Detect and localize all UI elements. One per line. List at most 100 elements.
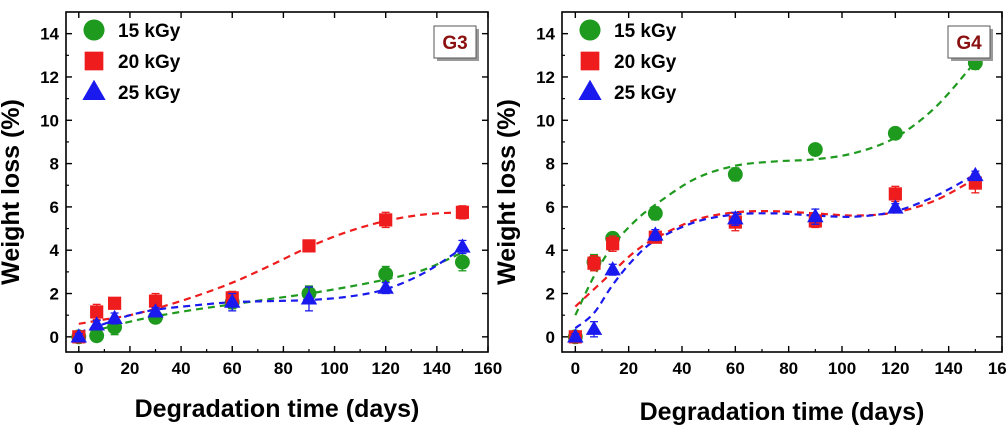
y-tick-label: 12 xyxy=(536,68,555,87)
data-point-15-kgy xyxy=(454,254,470,270)
y-tick-label: 6 xyxy=(50,198,59,217)
x-tick-label: 0 xyxy=(571,359,580,378)
data-point-15-kgy xyxy=(727,166,743,182)
y-tick-label: 0 xyxy=(50,328,59,347)
y-tick-label: 2 xyxy=(546,285,555,304)
y-tick-label: 12 xyxy=(40,68,59,87)
x-axis: 0 20 40 60 80 100 120 140 160 xyxy=(571,12,1006,378)
data-point-25-kgy xyxy=(585,320,603,335)
x-tick-label: 140 xyxy=(934,359,962,378)
series-25-kgy xyxy=(567,166,984,343)
legend: 15 kGy 20 kGy 25 kGy xyxy=(82,19,181,104)
y-tick-label: 14 xyxy=(536,25,555,44)
data-point-25-kgy xyxy=(147,303,164,318)
data-point-15-kgy xyxy=(378,266,394,282)
legend-label-15-kgy: 15 kGy xyxy=(118,21,181,42)
plot-frame xyxy=(561,11,1003,353)
y-tick-label: 4 xyxy=(50,241,60,260)
data-point-25-kgy xyxy=(377,279,394,294)
fit-curve-15-kgy xyxy=(78,251,463,336)
data-point-20-kgy xyxy=(888,187,902,201)
data-point-20-kgy xyxy=(587,256,601,270)
x-tick-label: 160 xyxy=(988,359,1006,378)
data-point-25-kgy xyxy=(300,290,318,305)
x-tick-label: 120 xyxy=(372,359,400,378)
data-point-25-kgy xyxy=(454,238,471,253)
x-tick-label: 60 xyxy=(726,359,745,378)
x-tick-label: 20 xyxy=(619,359,638,378)
y-tick-label: 0 xyxy=(546,328,555,347)
y-axis: 0 2 4 6 8 10 12 14 xyxy=(40,25,488,347)
x-tick-label: 80 xyxy=(274,359,293,378)
x-tick-label: 140 xyxy=(423,359,451,378)
data-point-25-kgy xyxy=(567,328,584,343)
y-tick-label: 8 xyxy=(50,155,59,174)
chart-panel-g3: 0 20 40 60 80 100 120 140 160 0 2 4 6 8 10 12 14 Degradat… xyxy=(0,11,502,423)
panel-badge-label: G4 xyxy=(956,33,982,54)
legend-marker-25-kgy xyxy=(578,79,602,100)
x-tick-label: 100 xyxy=(828,359,856,378)
legend-marker-20-kgy xyxy=(580,51,600,71)
data-point-20-kgy xyxy=(148,294,163,308)
legend-label-25-kgy: 25 kGy xyxy=(118,83,181,104)
y-tick-label: 2 xyxy=(50,285,59,304)
y-tick-label: 4 xyxy=(546,241,556,260)
data-point-15-kgy xyxy=(887,125,903,141)
fit-curve-25-kgy xyxy=(78,247,464,334)
data-point-15-kgy xyxy=(89,328,105,344)
data-point-20-kgy xyxy=(379,213,393,227)
x-tick-label: 20 xyxy=(120,359,139,378)
chart-panel-g4: 0 20 40 60 80 100 120 140 160 0 2 4 6 8 10 12 14 Degradat… xyxy=(493,11,1006,426)
x-axis-title: Degradation time (days) xyxy=(640,398,925,426)
y-axis-title: Weight loss (%) xyxy=(0,99,25,285)
data-point-25-kgy xyxy=(807,208,824,223)
legend-marker-15-kgy xyxy=(83,19,105,41)
data-point-25-kgy xyxy=(106,309,123,325)
y-tick-label: 10 xyxy=(40,111,59,130)
legend-marker-20-kgy xyxy=(84,51,104,71)
legend: 15 kGy 20 kGy 25 kGy xyxy=(578,19,677,104)
x-axis: 0 20 40 60 80 100 120 140 160 xyxy=(74,12,502,378)
panel-badge: G3 xyxy=(433,25,479,61)
data-point-15-kgy xyxy=(647,205,663,221)
y-tick-label: 10 xyxy=(536,111,555,130)
plot-frame xyxy=(65,11,489,353)
y-tick-label: 14 xyxy=(40,25,59,44)
data-point-15-kgy xyxy=(807,142,823,157)
data-point-20-kgy xyxy=(90,305,104,319)
data-point-20-kgy xyxy=(107,296,122,310)
data-point-20-kgy xyxy=(455,205,470,219)
panel-badge-label: G3 xyxy=(442,33,467,54)
x-tick-label: 120 xyxy=(881,359,909,378)
series-20-kgy xyxy=(568,172,982,344)
panel-badge-box xyxy=(947,25,991,59)
x-tick-label: 60 xyxy=(223,359,242,378)
x-tick-label: 80 xyxy=(779,359,798,378)
y-axis: 0 2 4 6 8 10 12 14 xyxy=(536,25,1002,347)
legend-label-25-kgy: 25 kGy xyxy=(614,83,677,104)
panel-badge-box xyxy=(433,25,477,59)
y-axis-title: Weight loss (%) xyxy=(493,99,521,285)
x-tick-label: 100 xyxy=(320,359,348,378)
data-point-20-kgy xyxy=(606,237,620,251)
panel-badge: G4 xyxy=(947,25,993,61)
y-tick-label: 6 xyxy=(546,198,555,217)
y-tick-label: 8 xyxy=(546,155,555,174)
legend-marker-25-kgy xyxy=(82,79,106,100)
data-point-25-kgy xyxy=(70,328,87,343)
x-axis-title: Degradation time (days) xyxy=(135,395,420,423)
fit-curve-20-kgy xyxy=(574,177,976,308)
data-point-25-kgy xyxy=(88,316,105,331)
legend-label-15-kgy: 15 kGy xyxy=(614,21,677,42)
data-point-25-kgy xyxy=(727,210,744,225)
data-point-25-kgy xyxy=(604,261,621,276)
data-point-25-kgy xyxy=(224,293,241,308)
legend-label-20-kgy: 20 kGy xyxy=(614,52,677,73)
x-tick-label: 40 xyxy=(673,359,692,378)
data-point-25-kgy xyxy=(647,226,664,241)
x-tick-label: 160 xyxy=(474,359,502,378)
legend-marker-15-kgy xyxy=(579,19,601,41)
data-point-25-kgy xyxy=(887,199,904,214)
data-point-20-kgy xyxy=(302,239,316,253)
